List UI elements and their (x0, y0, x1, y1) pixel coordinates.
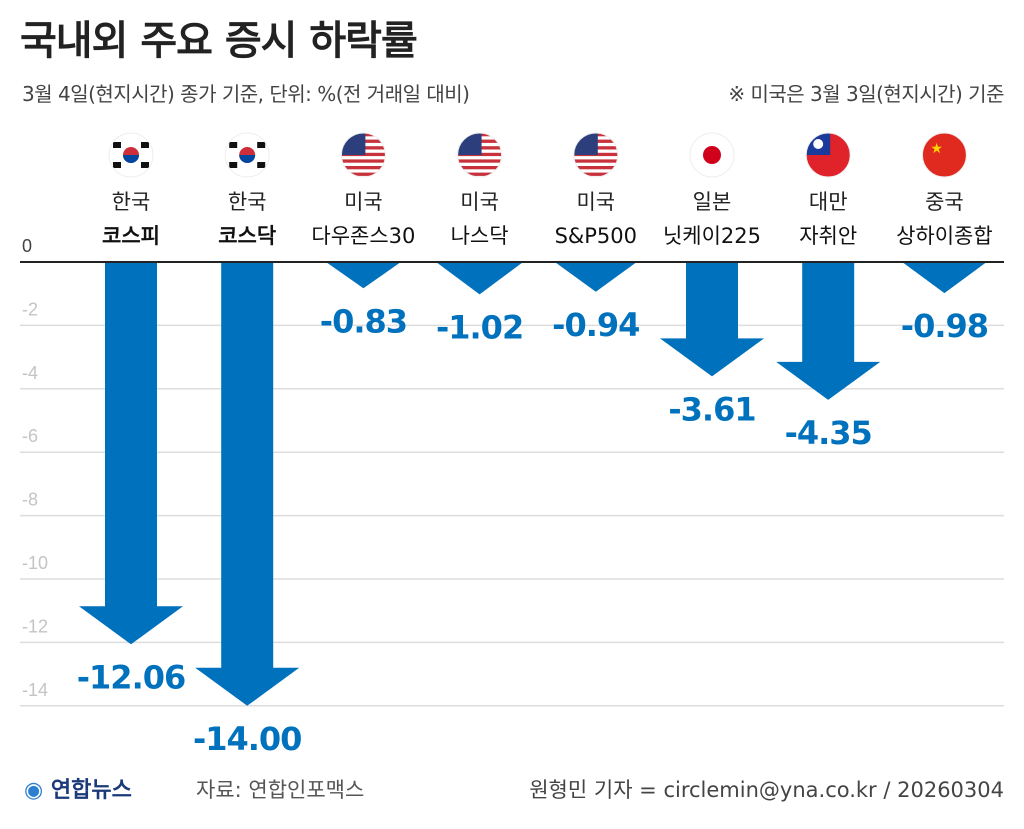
bar-arrow (195, 263, 300, 706)
bar-arrow (903, 263, 986, 294)
logo: ◉ 연합뉴스 (24, 772, 132, 804)
category-label-line2: 나스닥 (451, 224, 509, 248)
category-label-line1: 한국 (112, 190, 151, 214)
data-label: -4.35 (785, 414, 872, 452)
y-tick-label: -12 (22, 616, 48, 636)
bar-arrow (660, 263, 764, 377)
y-tick-label: -4 (22, 363, 38, 383)
svg-text:★: ★ (930, 141, 943, 157)
data-label: -14.00 (193, 720, 302, 758)
flag-jp-icon (689, 132, 735, 178)
y-tick-label: -6 (22, 426, 38, 446)
page-title: 국내외 주요 증시 하락률 (20, 18, 418, 64)
note: ※ 미국은 3월 3일(현지시간) 기준 (728, 82, 1004, 106)
category-label-line2: 상하이종합 (896, 224, 993, 248)
category-label-line1: 일본 (693, 190, 732, 214)
category-label-line1: 미국 (576, 190, 615, 214)
bar-arrow (776, 263, 881, 400)
category-label-line2: 코스피 (102, 224, 160, 248)
flag-tw-icon (805, 132, 851, 178)
category-label-line2: 자취안 (799, 224, 857, 248)
category-label-line1: 중국 (925, 190, 964, 214)
y-tick-label: 0 (22, 236, 32, 256)
y-tick-label: -10 (22, 553, 48, 573)
category-label-line2: 다우존스30 (311, 224, 415, 248)
data-label: -1.02 (436, 308, 523, 346)
category-label-line1: 대만 (809, 190, 848, 214)
y-tick-label: -2 (22, 299, 38, 319)
flag-us-icon (573, 132, 619, 178)
category-label-line2: 코스닥 (218, 224, 276, 248)
data-label: -0.94 (552, 306, 639, 344)
source: 자료: 연합인포맥스 (196, 778, 365, 802)
y-tick-label: -14 (22, 680, 48, 700)
data-label: -0.83 (320, 302, 407, 340)
data-label: -0.98 (901, 307, 988, 345)
logo-icon: ◉ (24, 778, 44, 803)
y-tick-label: -8 (22, 490, 38, 510)
bar-arrow (79, 263, 183, 645)
author: 원형민 기자 = circlemin@yna.co.kr / 20260304 (529, 778, 1004, 802)
flag-cn-icon: ★ (921, 132, 967, 178)
flag-kr-icon (108, 132, 154, 178)
category-label-line2: 닛케이225 (663, 224, 761, 248)
bar-arrow (437, 263, 522, 295)
flag-us-icon (340, 132, 386, 178)
subtitle: 3월 4일(현지시간) 종가 기준, 단위: %(전 거래일 대비) (22, 82, 470, 106)
category-label-line1: 미국 (344, 190, 383, 214)
bar-arrow (556, 263, 636, 292)
category-label-line2: S&P500 (555, 224, 637, 248)
flag-kr-icon (224, 132, 270, 178)
category-label-line1: 한국 (228, 190, 267, 214)
logo-text: 연합뉴스 (50, 778, 132, 803)
data-label: -12.06 (77, 658, 186, 696)
flag-us-icon (457, 132, 503, 178)
bar-arrow (327, 263, 400, 289)
category-label-line1: 미국 (460, 190, 499, 214)
data-label: -3.61 (668, 390, 755, 428)
